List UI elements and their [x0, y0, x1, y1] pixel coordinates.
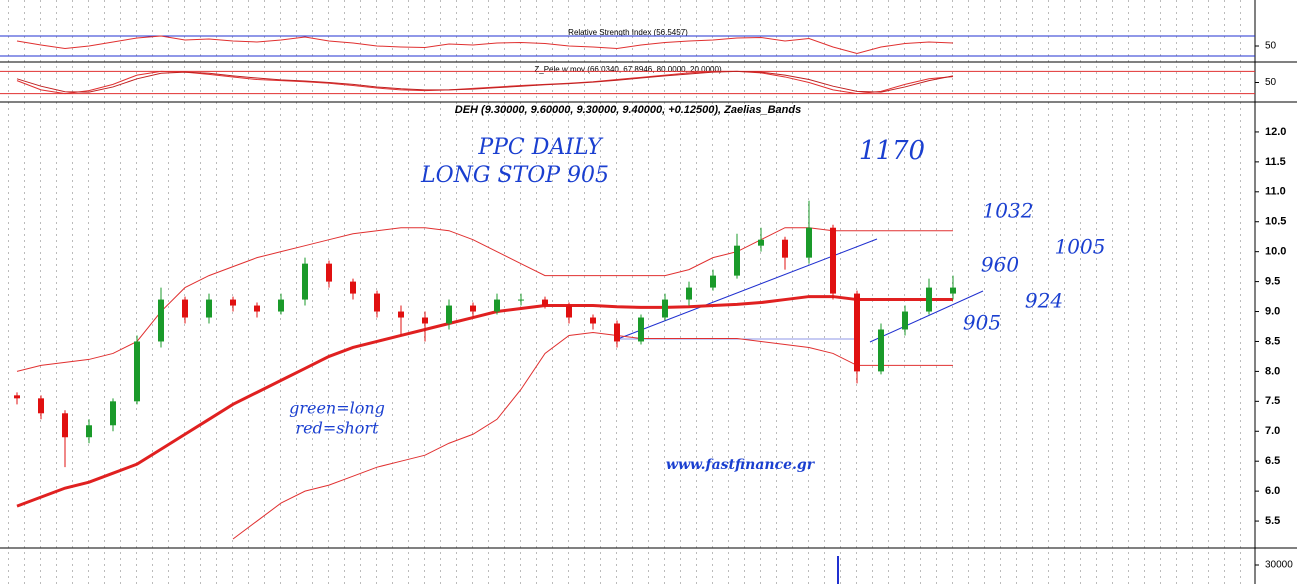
candle-body	[38, 398, 44, 414]
candle-body	[62, 413, 68, 438]
annotation: 1032	[983, 199, 1034, 223]
candle-body	[590, 317, 596, 324]
candle-body	[686, 287, 692, 300]
y-tick-label: 5.5	[1265, 515, 1280, 527]
series-line	[16, 35, 954, 55]
y-tick-label: 12.0	[1265, 126, 1286, 138]
candle-body	[758, 239, 764, 246]
y-tick-label: 10.0	[1265, 246, 1286, 258]
y-tick-label: 6.0	[1265, 485, 1280, 497]
candle-body	[278, 299, 284, 312]
series-line	[16, 70, 954, 93]
candle-body	[254, 305, 260, 312]
annotation: LONG STOP 905	[420, 163, 609, 188]
price-plot	[14, 200, 956, 540]
candle-body	[422, 317, 428, 324]
candle-body	[950, 287, 956, 294]
y-tick-label: 50	[1265, 77, 1277, 88]
y-tick-label: 50	[1265, 41, 1277, 52]
annotation: 960	[981, 253, 1019, 277]
pele-title: Z_Pele w mov (66.0340, 67.8946, 80.0000,…	[534, 65, 722, 74]
annotation: red=short	[296, 419, 380, 438]
candle-body	[542, 299, 548, 306]
y-tick-label: 30000	[1265, 560, 1293, 571]
candle-body	[782, 239, 788, 258]
y-tick-label: 6.5	[1265, 455, 1280, 467]
candle-body	[710, 275, 716, 288]
candle-body	[734, 245, 740, 276]
y-tick-label: 8.5	[1265, 335, 1280, 347]
grid-pattern	[0, 0, 1255, 584]
trend-line	[869, 290, 984, 343]
candle-body	[326, 263, 332, 282]
candle-body	[374, 293, 380, 312]
candle-body	[614, 323, 620, 342]
candle-body	[638, 317, 644, 342]
y-tick-label: 9.5	[1265, 276, 1280, 288]
series-line	[16, 70, 954, 95]
candle-body	[854, 293, 860, 372]
price-title: DEH (9.30000, 9.60000, 9.30000, 9.40000,…	[455, 104, 801, 116]
annotation: 1005	[1055, 235, 1106, 259]
annotation: green=long	[289, 399, 385, 418]
candle-body	[662, 299, 668, 318]
candle-body	[566, 305, 572, 318]
y-tick-label: 11.0	[1265, 186, 1286, 198]
y-tick-label: 10.5	[1265, 216, 1286, 228]
candle-body	[518, 299, 524, 301]
annotation: 1170	[859, 136, 925, 166]
candle-body	[206, 299, 212, 318]
candle-body	[830, 227, 836, 294]
annotation: 924	[1025, 289, 1063, 313]
candle-body	[86, 425, 92, 438]
candle-body	[398, 311, 404, 318]
series-line	[232, 331, 953, 540]
candle-body	[158, 299, 164, 342]
candle-body	[446, 305, 452, 324]
candle-body	[926, 287, 932, 312]
candle-body	[302, 263, 308, 300]
candle-body	[134, 341, 140, 402]
y-tick-label: 11.5	[1265, 156, 1286, 168]
candle-body	[902, 311, 908, 330]
candle-body	[494, 299, 500, 312]
series-line	[16, 227, 953, 372]
candle-body	[350, 281, 356, 294]
series-line	[16, 295, 953, 508]
annotation: 905	[963, 311, 1001, 335]
candle-body	[470, 305, 476, 312]
candle-body	[230, 299, 236, 306]
annotation: PPC DAILY	[477, 135, 604, 160]
annotation: www.fastfinance.gr	[666, 457, 816, 473]
candle-body	[110, 401, 116, 426]
y-tick-label: 7.0	[1265, 425, 1280, 437]
y-tick-label: 8.0	[1265, 365, 1280, 377]
candle-body	[806, 227, 812, 258]
candle-body	[14, 395, 20, 399]
y-tick-label: 9.0	[1265, 305, 1280, 317]
candle-body	[878, 329, 884, 372]
rsi-title: Relative Strength Index (56.5457)	[568, 28, 688, 37]
candle-body	[182, 299, 188, 318]
y-tick-label: 7.5	[1265, 395, 1280, 407]
